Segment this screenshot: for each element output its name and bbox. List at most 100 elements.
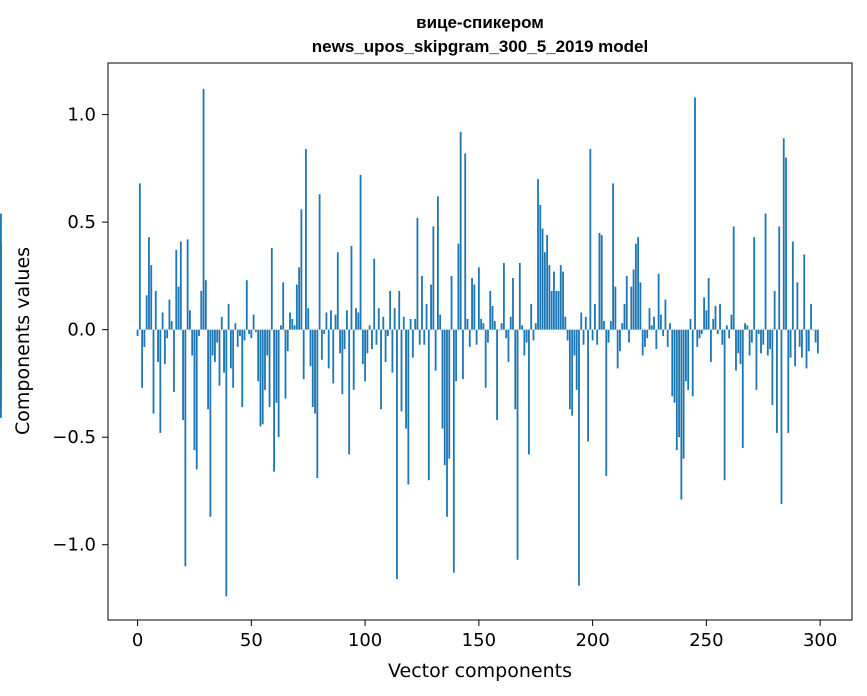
bar xyxy=(766,329,769,356)
bar xyxy=(496,329,498,420)
bar xyxy=(487,329,489,343)
bar xyxy=(719,303,721,330)
bar xyxy=(512,278,514,330)
bar xyxy=(157,329,159,362)
bar xyxy=(229,329,232,369)
bar xyxy=(782,138,785,330)
bar xyxy=(452,329,455,573)
bar xyxy=(537,179,539,330)
bar xyxy=(355,308,357,330)
bar xyxy=(505,329,508,339)
bar xyxy=(571,329,574,416)
bar xyxy=(380,329,382,410)
bar xyxy=(628,329,630,343)
bar xyxy=(584,316,587,330)
bar xyxy=(423,329,426,345)
bar xyxy=(698,329,701,339)
bar xyxy=(493,321,496,330)
bar xyxy=(432,226,435,330)
bar xyxy=(796,282,799,330)
bar xyxy=(707,278,710,330)
x-tick-label: 300 xyxy=(803,630,837,651)
bar xyxy=(252,314,255,330)
bar xyxy=(405,329,407,429)
bar xyxy=(425,303,428,330)
bar xyxy=(507,329,510,362)
bar xyxy=(168,299,171,330)
bar xyxy=(291,318,294,330)
bar xyxy=(232,329,235,388)
bar xyxy=(145,295,148,330)
bar xyxy=(750,329,753,343)
bar xyxy=(712,318,715,330)
x-tick-label: 50 xyxy=(240,630,263,651)
bar xyxy=(339,329,341,354)
bar xyxy=(443,329,446,466)
bar xyxy=(737,329,740,354)
bar xyxy=(605,329,608,476)
bar xyxy=(639,282,642,330)
bar xyxy=(562,271,564,330)
bar xyxy=(673,329,676,403)
bar xyxy=(457,243,460,330)
bar xyxy=(619,329,621,352)
bar xyxy=(148,237,150,330)
bar xyxy=(746,325,749,330)
bar xyxy=(553,271,555,330)
bar xyxy=(730,314,733,330)
bar xyxy=(386,329,389,337)
bar xyxy=(723,329,726,481)
bar xyxy=(641,329,644,356)
bar xyxy=(248,329,250,334)
bar xyxy=(391,329,394,373)
bar xyxy=(282,282,285,330)
bar xyxy=(675,329,678,451)
bar xyxy=(330,310,332,330)
bar xyxy=(216,329,219,343)
x-tick-label: 250 xyxy=(689,630,723,651)
bar xyxy=(471,278,473,330)
bar xyxy=(277,329,280,438)
bar xyxy=(591,329,594,341)
bar xyxy=(138,183,141,330)
bar xyxy=(284,329,287,399)
bar xyxy=(484,329,487,388)
bar xyxy=(220,316,223,330)
bar xyxy=(644,329,646,347)
bar xyxy=(623,303,626,330)
chart-title-line-1: вице-спикером xyxy=(416,13,544,32)
bar xyxy=(159,329,162,433)
bar xyxy=(309,329,312,367)
x-tick-label: 200 xyxy=(575,630,609,651)
bar xyxy=(621,323,624,330)
bar xyxy=(705,310,708,330)
bar xyxy=(555,290,558,330)
bar xyxy=(430,284,432,330)
bar xyxy=(398,290,401,330)
bar xyxy=(227,303,230,330)
bar xyxy=(161,312,164,330)
bar xyxy=(810,303,812,330)
bar xyxy=(528,329,530,455)
bar xyxy=(327,329,330,369)
bar xyxy=(694,97,696,330)
bar xyxy=(502,263,505,330)
bar xyxy=(204,280,207,330)
bar xyxy=(186,239,189,330)
bar xyxy=(273,329,275,472)
bar xyxy=(439,314,442,330)
x-tick-label: 100 xyxy=(348,630,382,651)
y-tick-label: 0.0 xyxy=(67,320,96,341)
y-tick-label: −1.0 xyxy=(52,535,96,556)
bar xyxy=(614,286,617,330)
bar xyxy=(564,316,567,330)
bar xyxy=(814,329,817,343)
bar xyxy=(655,329,658,350)
bar xyxy=(514,329,517,410)
bar xyxy=(143,329,146,347)
bar xyxy=(669,323,671,330)
bar xyxy=(464,153,467,330)
bar xyxy=(448,329,451,459)
bar xyxy=(803,254,806,330)
bar xyxy=(341,329,344,395)
